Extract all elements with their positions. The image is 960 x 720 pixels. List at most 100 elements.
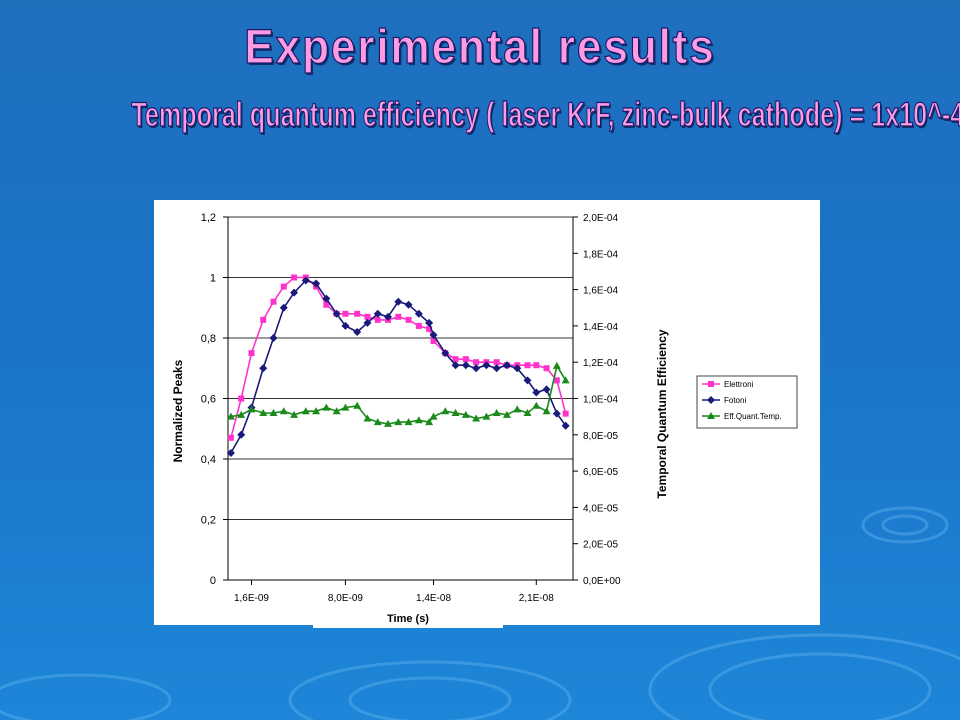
data-point	[301, 276, 310, 285]
data-point	[384, 312, 393, 321]
data-point	[279, 303, 288, 312]
y-tick-label: 1	[210, 273, 216, 285]
data-point	[373, 418, 382, 426]
data-point	[425, 418, 434, 426]
y2-tick-label: 2,0E-05	[583, 540, 618, 551]
data-point	[441, 407, 450, 415]
data-point	[405, 316, 412, 323]
data-point	[363, 318, 372, 327]
data-point	[312, 279, 321, 288]
data-point	[354, 310, 361, 317]
data-point	[279, 407, 288, 415]
data-point	[259, 364, 268, 373]
data-point	[542, 407, 551, 415]
legend-label: Elettroni	[724, 380, 754, 389]
data-point	[461, 410, 470, 418]
y2-tick-label: 1,8E-04	[583, 249, 618, 260]
data-point	[353, 401, 362, 409]
page-title: Experimental results	[244, 20, 716, 74]
y-tick-label: 0,6	[201, 394, 216, 406]
legend-label: Fotoni	[724, 396, 746, 405]
data-point	[502, 361, 511, 370]
data-point	[561, 376, 570, 384]
legend-marker	[707, 412, 715, 419]
y-tick-label: 0,8	[201, 333, 216, 345]
data-point	[532, 388, 541, 397]
data-point	[374, 316, 381, 323]
data-point	[404, 300, 413, 309]
legend-label: Eff.Quant.Temp.	[724, 412, 782, 421]
data-point	[553, 377, 560, 384]
data-point	[269, 334, 278, 342]
data-point	[269, 409, 278, 417]
y2-tick-label: 8,0E-05	[583, 431, 618, 442]
series-line	[230, 279, 567, 454]
data-point	[472, 364, 481, 373]
y2-tick-label: 1,0E-04	[583, 395, 618, 406]
data-point	[429, 330, 438, 339]
data-point	[552, 361, 561, 369]
data-point	[248, 350, 255, 357]
y2-tick-label: 4,0E-05	[583, 503, 618, 514]
y-tick-label: 0,4	[201, 454, 216, 466]
data-point	[562, 410, 569, 417]
data-point	[523, 376, 532, 385]
data-point	[237, 410, 246, 418]
y2-tick-label: 6,0E-05	[583, 467, 618, 478]
data-point	[502, 410, 511, 418]
legend-marker	[708, 381, 714, 387]
data-point	[473, 359, 480, 366]
data-point	[259, 409, 268, 417]
series-fotoni	[226, 276, 570, 457]
data-point	[312, 407, 321, 415]
x-tick-label: 2,1E-08	[519, 593, 554, 604]
data-point	[226, 412, 235, 420]
data-point	[429, 412, 438, 420]
y2-axis-label: Temporal Quantum Efficiency	[655, 329, 669, 498]
data-point	[524, 362, 531, 369]
data-point	[493, 359, 500, 366]
data-point	[513, 364, 522, 373]
data-point	[238, 395, 245, 402]
data-point	[426, 325, 433, 332]
data-point	[451, 409, 460, 417]
y2-tick-label: 0,0E+00	[583, 576, 621, 587]
data-point	[523, 409, 532, 417]
data-point	[532, 401, 541, 409]
data-point	[414, 309, 423, 318]
data-point	[226, 448, 235, 457]
data-point	[384, 419, 393, 427]
series-group	[226, 274, 570, 457]
axes	[223, 216, 578, 585]
data-point	[260, 316, 267, 323]
data-point	[290, 288, 299, 297]
data-point	[414, 416, 423, 424]
data-point	[533, 362, 540, 369]
data-point	[341, 403, 350, 411]
data-point	[492, 409, 501, 417]
y-tick-label: 0	[210, 575, 216, 587]
data-point	[301, 407, 310, 415]
data-point	[227, 434, 234, 441]
data-point	[482, 361, 491, 370]
data-point	[394, 418, 403, 426]
data-point	[472, 414, 481, 422]
data-point	[353, 327, 362, 336]
data-point	[373, 309, 382, 318]
data-point	[237, 430, 246, 439]
data-point	[363, 414, 372, 422]
data-point	[322, 294, 331, 303]
data-point	[461, 361, 470, 370]
page-subtitle: Temporal quantum efficiency ( laser KrF,…	[131, 95, 960, 134]
data-point	[415, 322, 422, 329]
data-point	[323, 301, 330, 308]
data-point	[552, 409, 561, 418]
series-line	[230, 276, 567, 439]
data-point	[395, 313, 402, 320]
legend: Elettroni Fotoni Eff.Quant.Temp.	[696, 375, 798, 429]
data-point	[430, 338, 437, 345]
data-point	[492, 364, 501, 373]
x-tick-label: 8,0E-09	[328, 593, 363, 604]
